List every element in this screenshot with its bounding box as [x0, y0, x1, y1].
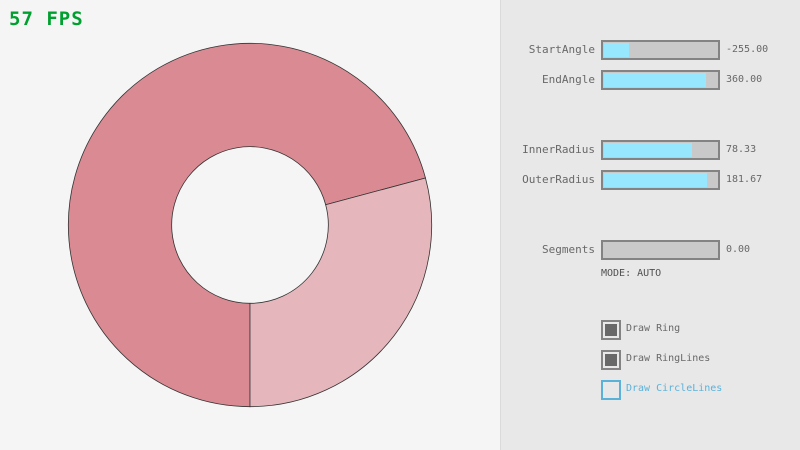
slider-fill: [604, 43, 629, 57]
start-angle-label: StartAngle: [528, 43, 595, 56]
ring-canvas: [67, 42, 433, 408]
draw-ring-label[interactable]: Draw Ring: [626, 323, 681, 334]
draw-circlelines-checkbox[interactable]: [601, 380, 621, 400]
draw-ringlines-checkbox[interactable]: [601, 350, 621, 370]
draw-ring-checkbox[interactable]: [601, 320, 621, 340]
segments-label: Segments: [542, 243, 595, 256]
inner-radius-value: 78.33: [726, 144, 757, 155]
segments-value: 0.00: [726, 244, 751, 255]
start-angle-slider[interactable]: [601, 40, 720, 60]
inner-radius-slider[interactable]: [601, 140, 720, 160]
draw-ringlines-label[interactable]: Draw RingLines: [626, 353, 711, 364]
outer-radius-label: OuterRadius: [522, 173, 595, 186]
end-angle-label: EndAngle: [542, 73, 595, 86]
inner-radius-label: InnerRadius: [522, 143, 595, 156]
outer-radius-slider[interactable]: [601, 170, 720, 190]
slider-fill: [604, 73, 706, 87]
segments-slider[interactable]: [601, 240, 720, 260]
draw-circlelines-label[interactable]: Draw CircleLines: [626, 383, 723, 394]
slider-fill: [604, 143, 693, 157]
end-angle-slider[interactable]: [601, 70, 720, 90]
check-mark: [605, 324, 617, 336]
ring-single-segment: [249, 177, 433, 408]
outer-radius-value: 181.67: [726, 174, 763, 185]
controls-panel: StartAngle -255.00 EndAngle 360.00 Inner…: [500, 0, 800, 450]
fps-counter: 57 FPS: [9, 8, 84, 30]
check-mark: [605, 354, 617, 366]
slider-fill: [604, 173, 707, 187]
ring-overlap-segment: [67, 42, 426, 408]
mode-label: MODE: AUTO: [601, 268, 662, 279]
end-angle-value: 360.00: [726, 74, 763, 85]
start-angle-value: -255.00: [726, 44, 769, 55]
